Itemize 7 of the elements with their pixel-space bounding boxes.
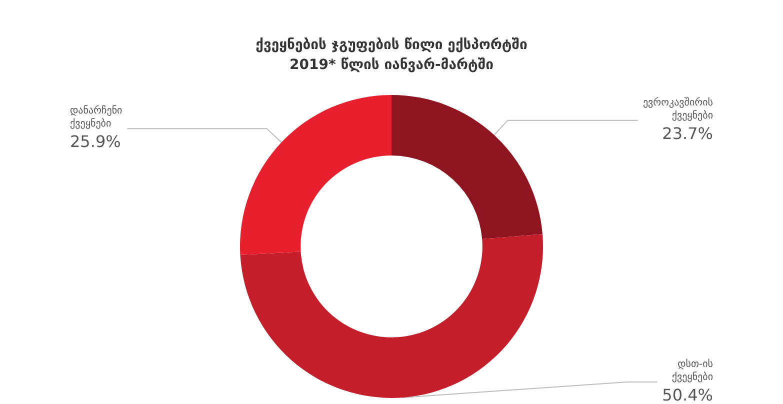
data-label: 23.7%	[662, 124, 713, 143]
data-label: 25.9%	[70, 132, 121, 152]
slice-label: დსთ-ის ქვეყნები	[672, 358, 713, 383]
data-label: 50.4%	[662, 386, 713, 404]
slice-label: ევროკავშირის ქვეყნები	[642, 96, 713, 122]
chart-title: ქვეყნების ჯგუფების წილი ექსპორტში 2019* წლის იანვარ-მარტში	[256, 37, 528, 73]
slice-label: დანარჩენი ქვეყნები	[70, 104, 122, 130]
